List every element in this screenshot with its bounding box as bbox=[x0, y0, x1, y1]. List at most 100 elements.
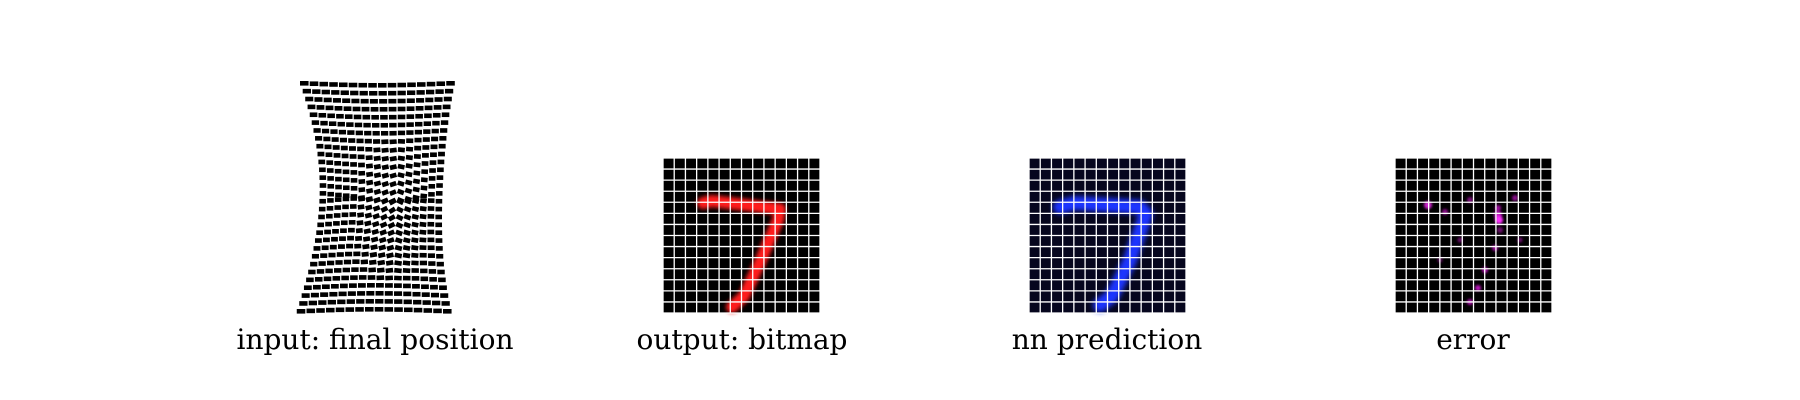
grid-cell bbox=[345, 251, 353, 257]
grid-cell bbox=[422, 137, 430, 142]
grid-cell bbox=[434, 97, 443, 102]
grid-cell bbox=[373, 163, 382, 170]
grid-cell bbox=[323, 97, 332, 103]
error-bitmap bbox=[1394, 157, 1553, 314]
grid-cell bbox=[306, 308, 316, 314]
grid-cell bbox=[365, 204, 373, 211]
grid-cell bbox=[413, 170, 421, 176]
grid-cell bbox=[375, 299, 384, 304]
grid-cell bbox=[435, 191, 443, 196]
grid-cell bbox=[435, 230, 443, 235]
grid-cell bbox=[425, 97, 434, 103]
grid-cell bbox=[342, 267, 351, 273]
grid-cell bbox=[348, 219, 356, 225]
grid-cell bbox=[394, 275, 402, 281]
grid-cell bbox=[439, 136, 447, 141]
output-bitmap-gridlines bbox=[662, 157, 821, 314]
grid-cell bbox=[394, 291, 403, 296]
grid-cell bbox=[389, 180, 397, 188]
grid-cell bbox=[333, 213, 341, 218]
grid-cell bbox=[427, 214, 435, 219]
grid-cell bbox=[318, 206, 326, 212]
grid-cell bbox=[342, 169, 350, 175]
grid-cell bbox=[385, 260, 394, 266]
grid-cell bbox=[389, 155, 398, 162]
grid-cell bbox=[411, 205, 420, 212]
grid-cell bbox=[326, 160, 334, 165]
grid-cell bbox=[367, 275, 376, 280]
grid-cell bbox=[419, 260, 428, 266]
grid-cell bbox=[356, 220, 364, 226]
grid-cell bbox=[412, 284, 420, 289]
grid-cell bbox=[380, 122, 388, 128]
grid-cell bbox=[346, 122, 354, 127]
grid-cell bbox=[357, 154, 365, 160]
grid-cell bbox=[321, 245, 329, 251]
grid-cell bbox=[380, 197, 389, 205]
grid-cell bbox=[379, 229, 388, 236]
grid-cell bbox=[356, 299, 365, 304]
grid-cell bbox=[345, 307, 355, 312]
grid-cell bbox=[373, 172, 382, 179]
grid-cell bbox=[428, 191, 435, 197]
grid-cell bbox=[397, 82, 407, 88]
grid-cell bbox=[307, 104, 316, 110]
deformed-grid-input bbox=[296, 81, 455, 314]
grid-cell bbox=[318, 159, 326, 165]
grid-cell bbox=[394, 252, 403, 259]
grid-cell bbox=[328, 121, 337, 126]
grid-cell bbox=[363, 228, 372, 235]
grid-cell bbox=[320, 253, 328, 258]
grid-cell bbox=[427, 221, 435, 227]
grid-cell bbox=[363, 122, 371, 128]
grid-cell bbox=[396, 188, 405, 196]
grid-cell bbox=[428, 184, 436, 189]
grid-cell bbox=[352, 259, 360, 264]
grid-cell bbox=[316, 230, 323, 235]
grid-cell bbox=[371, 122, 380, 128]
grid-cell bbox=[431, 136, 439, 142]
grid-cell bbox=[407, 82, 416, 88]
grid-cell bbox=[395, 214, 404, 222]
grid-cell bbox=[419, 252, 427, 258]
grid-cell bbox=[296, 309, 306, 314]
grid-cell bbox=[397, 172, 405, 179]
grid-cell bbox=[348, 82, 358, 88]
grid-cell bbox=[430, 152, 437, 158]
grid-cell bbox=[357, 291, 366, 296]
grid-cell bbox=[309, 112, 318, 118]
grid-cell bbox=[397, 163, 405, 170]
grid-cell bbox=[403, 213, 412, 221]
grid-cell bbox=[421, 169, 429, 175]
grid-cell bbox=[339, 137, 347, 143]
grid-cell bbox=[438, 151, 445, 157]
grid-cell bbox=[388, 106, 397, 112]
grid-cell bbox=[437, 167, 444, 173]
grid-cell bbox=[394, 237, 403, 244]
grid-cell bbox=[341, 212, 349, 218]
grid-cell bbox=[377, 252, 386, 259]
grid-cell bbox=[371, 114, 379, 120]
grid-cell bbox=[362, 114, 371, 120]
grid-cell bbox=[337, 299, 346, 305]
grid-cell bbox=[413, 153, 421, 159]
grid-cell bbox=[420, 193, 428, 199]
grid-cell bbox=[373, 197, 381, 204]
grid-cell bbox=[403, 299, 412, 305]
grid-cell bbox=[334, 161, 342, 166]
grid-cell bbox=[359, 90, 368, 96]
grid-cell bbox=[332, 145, 340, 150]
grid-cell bbox=[416, 98, 425, 103]
grid-cell bbox=[350, 275, 358, 280]
grid-cell bbox=[373, 139, 381, 144]
grid-cell bbox=[436, 175, 444, 180]
grid-cell bbox=[430, 284, 438, 290]
grid-cell bbox=[444, 88, 454, 94]
grid-cell bbox=[353, 114, 362, 120]
grid-cell bbox=[375, 291, 384, 296]
grid-cell bbox=[384, 291, 393, 296]
grid-cell bbox=[402, 244, 411, 251]
grid-cell bbox=[365, 299, 374, 304]
grid-cell bbox=[362, 243, 370, 250]
grid-cell bbox=[329, 291, 338, 297]
